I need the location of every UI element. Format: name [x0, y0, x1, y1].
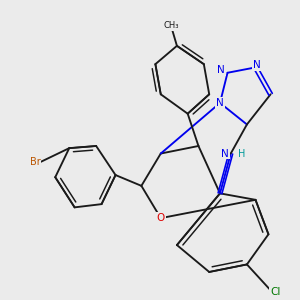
Text: N: N	[217, 65, 225, 75]
Text: O: O	[157, 213, 165, 223]
Text: CH₃: CH₃	[164, 21, 179, 30]
Text: Br: Br	[30, 157, 41, 167]
Text: N: N	[253, 60, 261, 70]
Text: Cl: Cl	[270, 287, 280, 297]
Text: H: H	[238, 148, 246, 158]
Text: N: N	[221, 148, 229, 158]
Text: N: N	[216, 98, 224, 108]
